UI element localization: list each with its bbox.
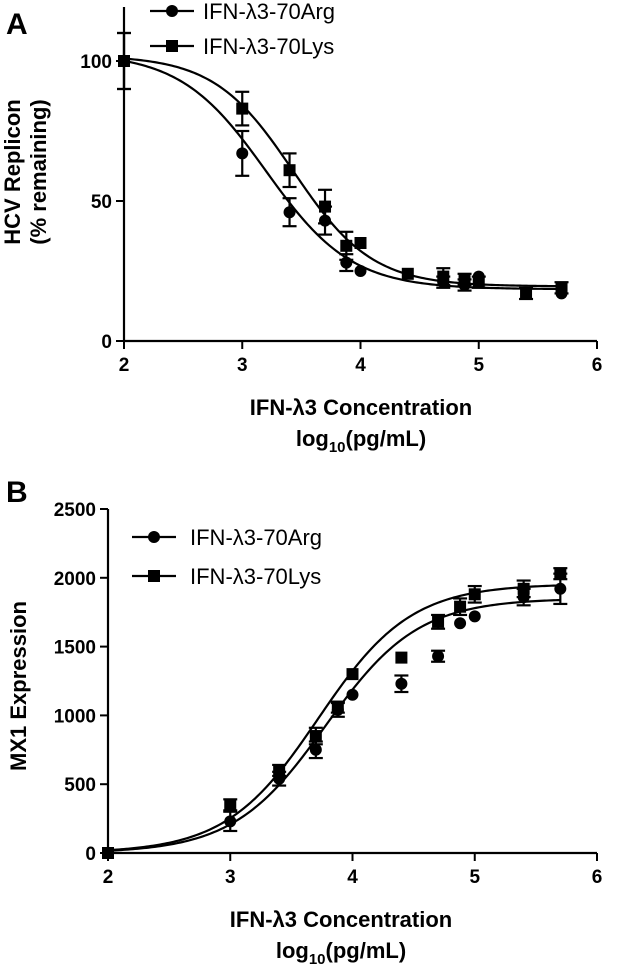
x-axis-title-b-unit: (pg/mL) bbox=[326, 938, 407, 963]
y-tick-label-a: 50 bbox=[91, 192, 112, 213]
data-point-lys-b bbox=[273, 764, 286, 777]
legend-a-label-lys: IFN-λ3-70Lys bbox=[203, 34, 334, 59]
x-tick-label-b: 4 bbox=[347, 867, 358, 888]
fit-curve-arg-b bbox=[107, 598, 561, 852]
x-tick-label-a: 3 bbox=[237, 355, 248, 376]
data-point-lys-b bbox=[454, 600, 467, 613]
data-point-arg-a bbox=[283, 206, 296, 219]
y-axis-title-b: MX1 Expression bbox=[6, 601, 31, 771]
x-axis-title-a-line1: IFN-λ3 Concentration bbox=[250, 395, 472, 420]
data-point-arg-b bbox=[346, 688, 359, 701]
x-tick-label-b: 5 bbox=[469, 867, 480, 888]
data-point-arg-a bbox=[354, 265, 367, 277]
chart-panel-b: 2 3 4 5 6 0 500 1000 1500 2000 2500 MX1 Expression… bbox=[6, 500, 602, 968]
y-tick-label-b: 0 bbox=[85, 844, 96, 865]
y-axis-title-a: HCV Replicon (% remaining) bbox=[0, 99, 51, 244]
legend-a-marker-lys bbox=[166, 40, 178, 52]
data-point-arg-b bbox=[454, 617, 467, 630]
chart-panel-a: 2 3 4 5 6 0 50 100 HCV Replicon (% remaining) I… bbox=[0, 0, 602, 456]
data-point-lys-b bbox=[432, 615, 445, 628]
x-axis-title-b-sub: 10 bbox=[309, 951, 326, 968]
x-axis-title-a-line2: log10(pg/mL) bbox=[296, 426, 426, 456]
fit-curve-lys-a bbox=[123, 57, 562, 288]
y-tick-label-b: 2500 bbox=[54, 500, 96, 521]
data-point-lys-a bbox=[283, 164, 296, 177]
data-point-lys-b bbox=[554, 567, 567, 580]
panel-letter-a: A bbox=[6, 8, 28, 41]
legend-b-label-arg: IFN-λ3-70Arg bbox=[190, 525, 322, 550]
data-point-lys-b bbox=[395, 651, 408, 664]
data-point-arg-b bbox=[224, 815, 237, 828]
axes-b: 2 3 4 5 6 0 500 1000 1500 2000 2500 bbox=[54, 500, 603, 888]
axes-a: 2 3 4 5 6 0 50 100 bbox=[80, 7, 602, 376]
x-axis-title-a-unit: (pg/mL) bbox=[346, 426, 427, 451]
data-point-lys-a bbox=[236, 102, 249, 115]
data-point-lys-a bbox=[340, 239, 353, 252]
y-axis-title-a-line2: (% remaining) bbox=[26, 99, 51, 244]
data-point-lys-a bbox=[520, 287, 533, 300]
data-point-arg-a bbox=[236, 147, 249, 160]
y-tick-label-a: 100 bbox=[80, 52, 112, 73]
x-tick-label-b: 2 bbox=[103, 867, 114, 888]
y-tick-label-a: 0 bbox=[101, 332, 112, 353]
legend-b-marker-lys bbox=[148, 570, 160, 582]
x-axis-title-a-sub: 10 bbox=[329, 439, 346, 456]
data-point-lys-a bbox=[472, 276, 485, 289]
legend-b: IFN-λ3-70Arg IFN-λ3-70Lys bbox=[132, 525, 322, 589]
x-tick-label-b: 3 bbox=[225, 867, 236, 888]
x-axis-title-b-log: log bbox=[276, 938, 309, 963]
data-point-lys-b bbox=[309, 730, 322, 743]
data-point-lys-a bbox=[319, 200, 332, 213]
panel-letter-b: B bbox=[6, 476, 28, 509]
data-point-arg-b bbox=[395, 677, 408, 690]
data-point-lys-a bbox=[555, 281, 568, 294]
data-point-arg-b bbox=[468, 610, 481, 623]
data-point-lys-b bbox=[468, 588, 481, 601]
fit-curve-lys-b bbox=[107, 584, 561, 852]
data-point-lys-b bbox=[331, 701, 344, 714]
y-tick-label-b: 500 bbox=[64, 775, 96, 796]
data-point-arg-b bbox=[432, 650, 445, 663]
data-point-lys-a bbox=[458, 273, 471, 286]
data-point-arg-b bbox=[309, 743, 322, 756]
x-tick-label-a: 2 bbox=[119, 355, 130, 376]
data-point-lys-a bbox=[437, 270, 450, 283]
legend-a-marker-arg bbox=[166, 5, 178, 17]
legend-b-marker-arg bbox=[148, 531, 160, 543]
y-axis-title-a-line1: HCV Replicon bbox=[0, 99, 25, 244]
legend-a: IFN-λ3-70Arg IFN-λ3-70Lys bbox=[150, 0, 335, 59]
data-point-lys-a bbox=[401, 267, 414, 280]
x-tick-label-a: 6 bbox=[592, 355, 603, 376]
x-tick-label-b: 6 bbox=[592, 867, 603, 888]
plot-area-b bbox=[102, 567, 568, 859]
x-axis-title-b-line2: log10(pg/mL) bbox=[276, 938, 406, 968]
data-point-lys-b bbox=[346, 668, 359, 681]
data-point-lys-b bbox=[224, 798, 237, 811]
x-tick-label-a: 4 bbox=[355, 355, 366, 376]
data-point-lys-b bbox=[517, 582, 530, 595]
data-point-lys-a bbox=[354, 237, 367, 249]
y-tick-label-b: 1500 bbox=[54, 638, 96, 659]
legend-b-label-lys: IFN-λ3-70Lys bbox=[190, 564, 321, 589]
fit-curve-arg-a bbox=[123, 59, 562, 291]
y-tick-label-b: 2000 bbox=[54, 569, 96, 590]
plot-area-a bbox=[117, 31, 569, 301]
x-tick-label-a: 5 bbox=[473, 355, 484, 376]
legend-a-label-arg: IFN-λ3-70Arg bbox=[203, 0, 335, 24]
x-axis-title-b-line1: IFN-λ3 Concentration bbox=[230, 907, 452, 932]
y-tick-label-b: 1000 bbox=[54, 706, 96, 727]
x-axis-title-a-log: log bbox=[296, 426, 329, 451]
